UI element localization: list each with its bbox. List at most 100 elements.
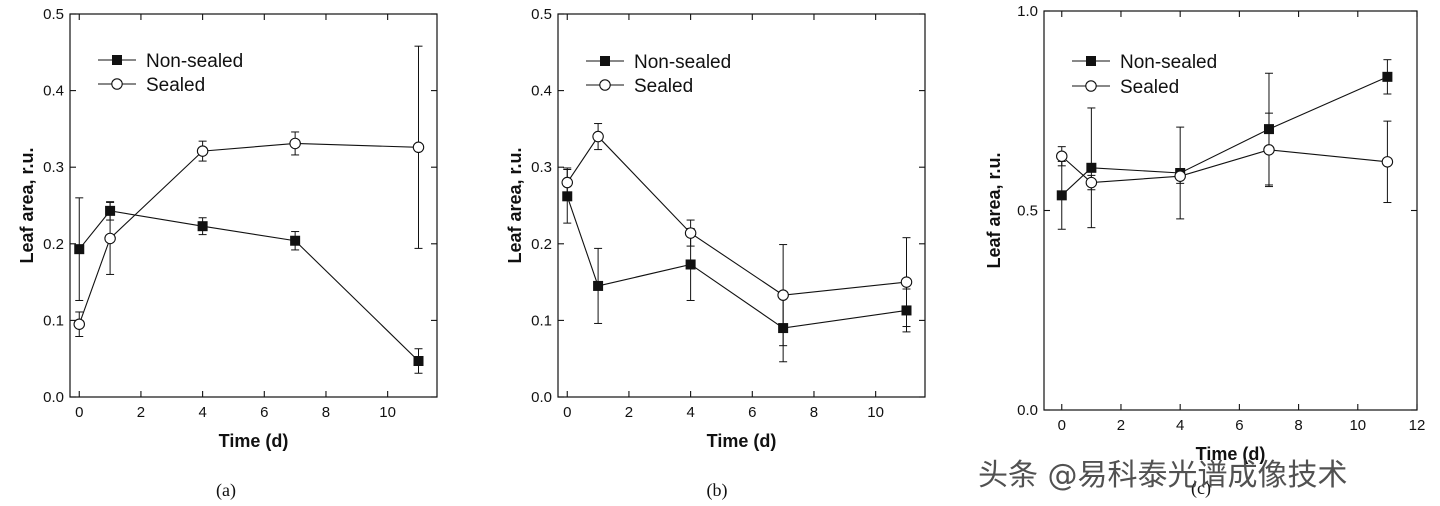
y-tick-label: 0.0 bbox=[43, 389, 64, 406]
y-tick-label: 0.2 bbox=[531, 236, 552, 253]
panel-label: (a) bbox=[216, 480, 236, 501]
y-tick-label: 0.0 bbox=[531, 389, 552, 406]
series-line bbox=[566, 135, 907, 296]
panel-b: 0 2 4 6 8 10 0.0 0.1 0.2 0.3 0.4 0.5 Time (d) Leaf ar… bbox=[505, 6, 926, 501]
y-tick-label: 0.0 bbox=[1017, 402, 1038, 419]
data-point-square bbox=[1086, 162, 1097, 173]
legend-entry-sealed: Sealed bbox=[98, 75, 205, 96]
legend-label: Sealed bbox=[146, 75, 205, 96]
data-point-square bbox=[197, 221, 208, 232]
x-tick-label: 10 bbox=[379, 404, 396, 421]
y-tick-label: 0.5 bbox=[43, 6, 64, 23]
data-point-circle bbox=[73, 318, 86, 330]
data-point-circle bbox=[777, 289, 789, 301]
data-point-circle bbox=[561, 176, 574, 189]
data-point-circle bbox=[1056, 150, 1068, 162]
legend-label: Sealed bbox=[634, 76, 693, 97]
series-line bbox=[566, 196, 907, 329]
x-tick-label: 8 bbox=[1294, 417, 1302, 434]
y-tick-label: 0.5 bbox=[531, 6, 552, 23]
data-point-circle bbox=[196, 145, 209, 157]
data-point-circle bbox=[289, 137, 301, 150]
watermark-text: 头条 @易科泰光谱成像技术 bbox=[978, 458, 1348, 493]
legend-marker-circle bbox=[599, 79, 611, 91]
panel-a: 0 2 4 6 8 10 0.0 0.1 0.2 0.3 0.4 0.5 Time (d) Leaf ar… bbox=[17, 6, 438, 501]
x-tick-label: 0 bbox=[563, 404, 571, 421]
series-non-sealed bbox=[74, 197, 424, 374]
legend-label: Non-sealed bbox=[634, 52, 731, 73]
y-axis-label: Leaf area, r.u. bbox=[505, 147, 525, 263]
x-axis-label: Time (d) bbox=[1196, 444, 1266, 464]
panel-label: (c) bbox=[1191, 478, 1211, 499]
data-point-circle bbox=[1174, 170, 1186, 182]
y-tick-label: 1.0 bbox=[1017, 3, 1038, 20]
legend-label: Sealed bbox=[1120, 77, 1179, 98]
y-tick-label: 0.4 bbox=[43, 83, 64, 100]
data-point-square bbox=[1382, 71, 1393, 82]
data-point-circle bbox=[412, 141, 425, 154]
legend-marker-circle bbox=[1085, 80, 1097, 92]
x-tick-label: 0 bbox=[1058, 417, 1066, 434]
x-tick-label: 2 bbox=[1117, 417, 1125, 434]
legend-marker-circle bbox=[111, 78, 123, 90]
data-point-circle bbox=[104, 232, 116, 245]
data-point-square bbox=[685, 259, 696, 270]
series-non-sealed bbox=[1056, 59, 1393, 230]
x-tick-label: 4 bbox=[198, 404, 206, 421]
plot-frame bbox=[557, 13, 926, 398]
x-tick-label: 8 bbox=[810, 404, 818, 421]
legend-entry-non-sealed: Non-sealed bbox=[586, 52, 731, 73]
y-tick-label: 0.4 bbox=[531, 83, 552, 100]
data-point-circle bbox=[592, 130, 604, 143]
x-tick-label: 6 bbox=[748, 404, 756, 421]
legend-marker-square bbox=[600, 56, 610, 66]
panel-label: (b) bbox=[707, 480, 728, 501]
legend-label: Non-sealed bbox=[146, 51, 243, 72]
y-tick-label: 0.2 bbox=[43, 236, 64, 253]
y-tick-label: 0.1 bbox=[531, 312, 552, 329]
data-point-square bbox=[1056, 190, 1067, 201]
legend-label: Non-sealed bbox=[1120, 52, 1217, 73]
x-tick-label: 8 bbox=[322, 404, 330, 421]
series-non-sealed bbox=[562, 168, 912, 363]
x-tick-label: 4 bbox=[686, 404, 694, 421]
x-tick-label: 0 bbox=[75, 404, 83, 421]
series-sealed bbox=[73, 45, 425, 337]
y-tick-label: 0.5 bbox=[1017, 203, 1038, 220]
legend-entry-sealed: Sealed bbox=[1072, 77, 1179, 98]
x-axis-label: Time (d) bbox=[707, 431, 777, 451]
plot-frame bbox=[69, 13, 438, 398]
y-tick-label: 0.1 bbox=[43, 312, 64, 329]
x-axis-label: Time (d) bbox=[219, 431, 289, 451]
series-line bbox=[78, 210, 419, 362]
series-sealed bbox=[561, 123, 913, 347]
data-point-circle bbox=[684, 227, 697, 239]
y-axis-label: Leaf area, r.u. bbox=[17, 147, 37, 263]
legend-marker-square bbox=[112, 55, 122, 65]
x-tick-label: 6 bbox=[260, 404, 268, 421]
plot-frame bbox=[1043, 10, 1418, 411]
data-point-square bbox=[290, 235, 301, 246]
legend-entry-non-sealed: Non-sealed bbox=[98, 51, 243, 72]
x-tick-label: 6 bbox=[1235, 417, 1243, 434]
series-line bbox=[1061, 149, 1388, 184]
data-point-circle bbox=[1085, 176, 1098, 189]
x-tick-label: 10 bbox=[867, 404, 884, 421]
data-point-square bbox=[74, 244, 85, 255]
x-tick-label: 2 bbox=[625, 404, 633, 421]
x-tick-label: 2 bbox=[137, 404, 145, 421]
y-tick-label: 0.3 bbox=[43, 159, 64, 176]
series-line bbox=[1061, 76, 1388, 196]
legend-entry-sealed: Sealed bbox=[586, 76, 693, 97]
data-point-square bbox=[413, 355, 424, 366]
panel-c: 0 2 4 6 8 10 12 0.0 0.5 1.0 Time (d) Leaf area, r.u… bbox=[984, 3, 1425, 499]
y-tick-label: 0.3 bbox=[531, 159, 552, 176]
data-point-square bbox=[593, 280, 604, 291]
series-sealed bbox=[1056, 112, 1394, 204]
data-point-circle bbox=[1381, 156, 1394, 168]
x-tick-label: 10 bbox=[1349, 417, 1366, 434]
legend-marker-square bbox=[1086, 56, 1096, 66]
x-tick-label: 12 bbox=[1409, 417, 1426, 434]
y-axis-label: Leaf area, r.u. bbox=[984, 152, 1004, 268]
